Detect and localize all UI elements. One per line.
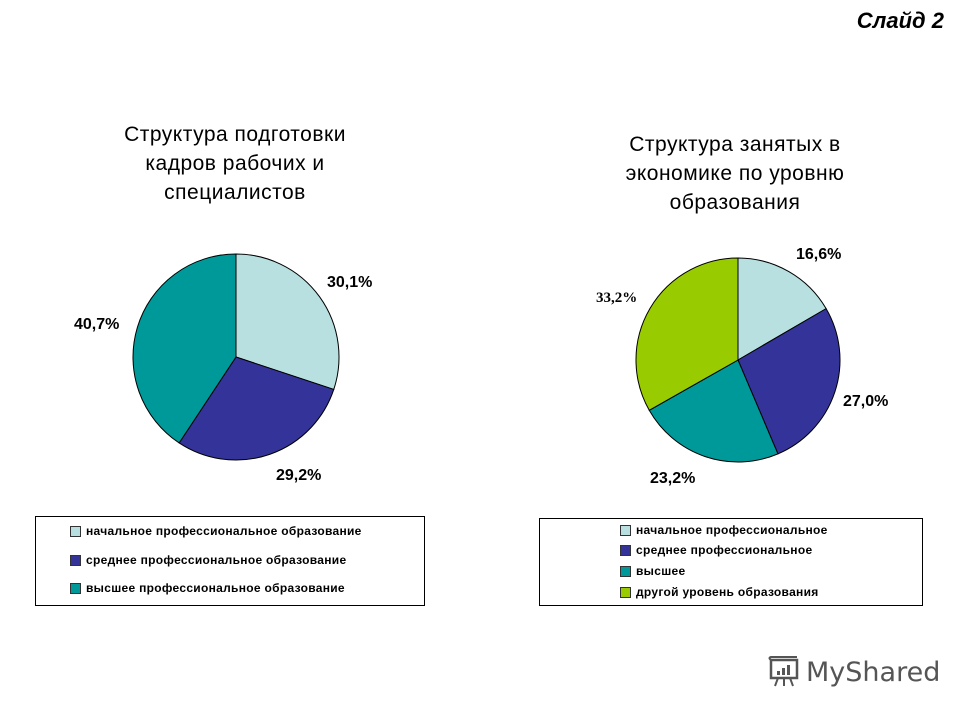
pie-slice bbox=[648, 359, 779, 463]
chart2-label-0: 16,6% bbox=[796, 246, 842, 263]
chart2-label-1: 27,0% bbox=[843, 393, 889, 410]
pie-slice bbox=[737, 307, 841, 455]
chart2-title-line: образования bbox=[669, 191, 801, 214]
chart1-title-line: специалистов bbox=[164, 181, 306, 204]
legend-item: начальное профессиональное образование bbox=[70, 524, 362, 538]
swatch-icon bbox=[620, 565, 631, 577]
legend-label: высшее профессиональное образование bbox=[86, 581, 345, 595]
legend-label: другой уровень образования bbox=[636, 585, 819, 599]
swatch-icon bbox=[620, 586, 631, 598]
chart1-label-1: 29,2% bbox=[276, 467, 322, 484]
chart1-title-line: кадров рабочих и bbox=[145, 152, 325, 175]
chart1-legend: начальное профессиональное образование с… bbox=[35, 516, 425, 606]
chart1-label-2: 40,7% bbox=[74, 316, 120, 333]
swatch-icon bbox=[620, 524, 631, 536]
presentation-board-icon bbox=[768, 656, 799, 687]
chart2-legend: начальное профессиональное среднее профе… bbox=[539, 518, 923, 606]
legend-label: начальное профессиональное образование bbox=[86, 524, 362, 538]
swatch-icon bbox=[70, 582, 81, 594]
chart1-label-0: 30,1% bbox=[327, 274, 373, 291]
legend-label: среднее профессиональное bbox=[636, 543, 813, 557]
pie-slice bbox=[178, 356, 335, 461]
pie-slice bbox=[635, 257, 739, 411]
chart2-title-line: экономике по уровню bbox=[625, 162, 845, 185]
swatch-icon bbox=[70, 525, 81, 537]
chart1-title: Структура подготовки кадров рабочих и сп… bbox=[80, 120, 390, 207]
pie-slice bbox=[235, 253, 340, 391]
legend-item: высшее профессиональное образование bbox=[70, 581, 345, 595]
chart2-title-line: Структура занятых в bbox=[629, 133, 841, 156]
swatch-icon bbox=[70, 554, 81, 566]
swatch-icon bbox=[620, 544, 631, 556]
legend-item: среднее профессиональное образование bbox=[70, 553, 346, 567]
legend-label: высшее bbox=[636, 564, 686, 578]
chart2-label-2: 23,2% bbox=[650, 470, 696, 487]
chart2-label-3: 33,2% bbox=[596, 290, 638, 306]
watermark-text: MyShared bbox=[806, 656, 941, 688]
chart2-title: Структура занятых в экономике по уровню … bbox=[585, 130, 885, 217]
legend-item: начальное профессиональное bbox=[620, 523, 828, 537]
chart1-title-line: Структура подготовки bbox=[124, 123, 346, 146]
legend-label: начальное профессиональное bbox=[636, 523, 828, 537]
pie-slice bbox=[737, 257, 827, 361]
pie-slice bbox=[132, 253, 237, 444]
legend-item: высшее bbox=[620, 564, 685, 578]
legend-item: другой уровень образования bbox=[620, 585, 819, 599]
slide-label: Слайд 2 bbox=[856, 8, 944, 33]
legend-label: среднее профессиональное образование bbox=[86, 553, 347, 567]
legend-item: среднее профессиональное bbox=[620, 543, 812, 557]
myshared-watermark: MyShared bbox=[768, 656, 940, 688]
